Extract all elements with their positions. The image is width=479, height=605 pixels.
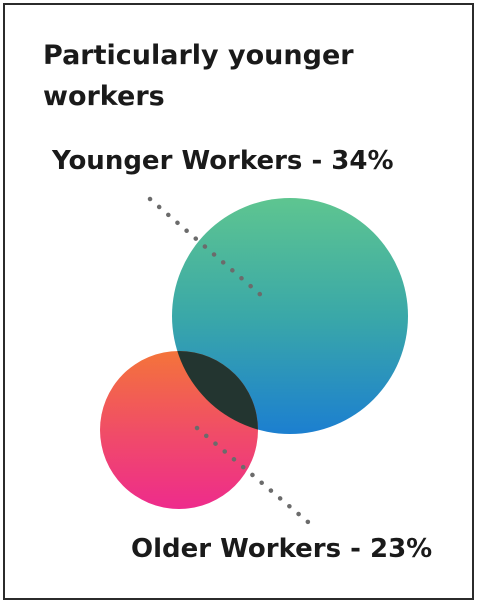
chart-title: Particularly younger workers <box>43 40 354 112</box>
label-older-workers: Older Workers - 23% <box>131 534 433 564</box>
leader-line-older <box>194 425 311 525</box>
leader-line-younger <box>147 196 265 299</box>
label-younger-workers: Younger Workers - 34% <box>52 146 394 176</box>
bubble-overlap <box>172 351 258 434</box>
